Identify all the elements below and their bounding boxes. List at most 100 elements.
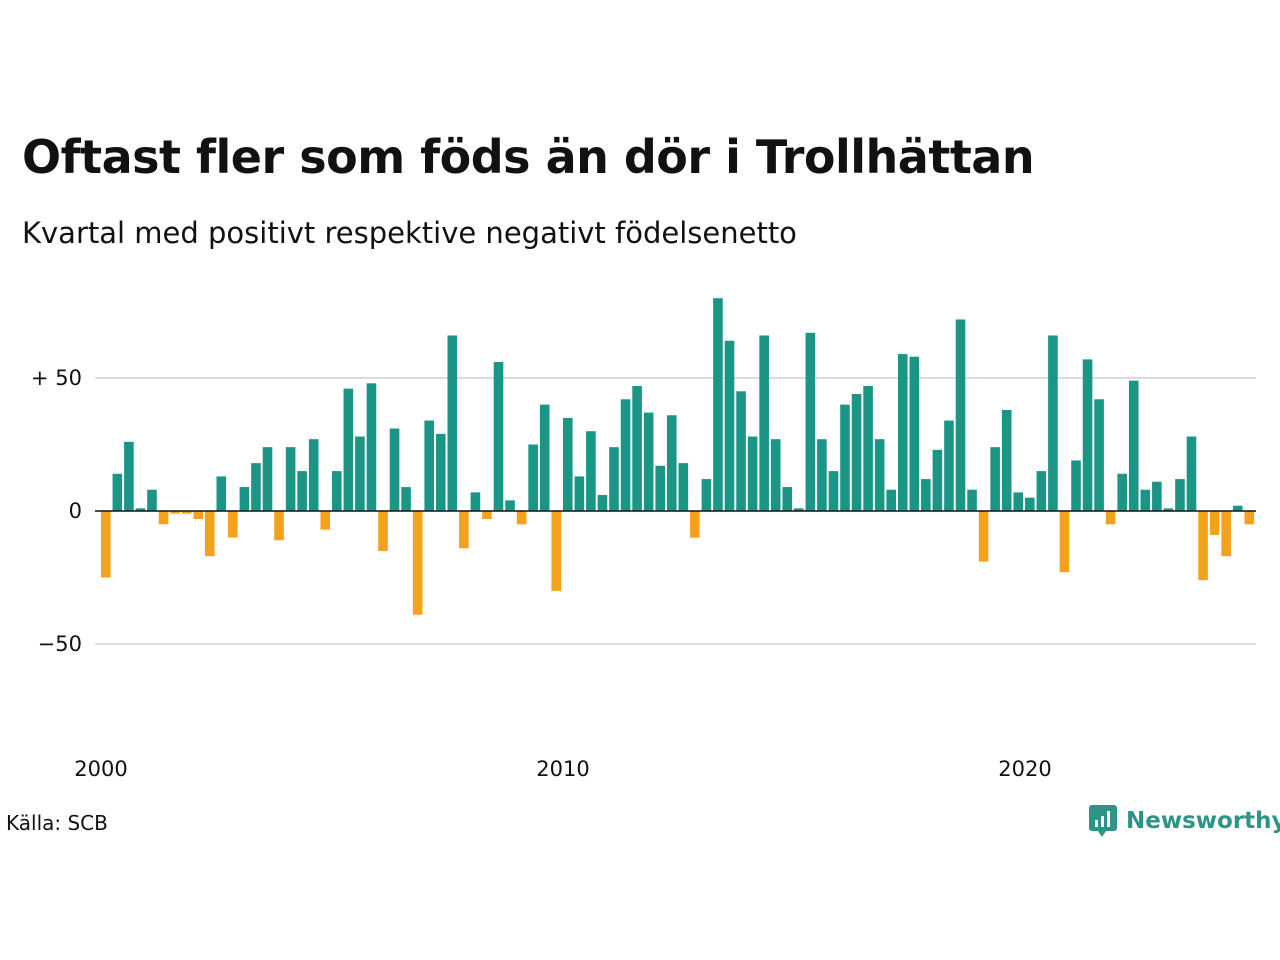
bar-2024-q1 [1209,511,1220,535]
bar-2014-q2 [759,335,769,511]
bar-2019-q1 [978,511,989,562]
bar-2022-q1 [1117,473,1127,511]
bar-2003-q1 [239,487,250,511]
bar-2015-q4 [828,471,839,511]
bar-2005-q4 [366,383,377,511]
bar-2010-q1 [563,417,573,511]
bar-2002-q3 [216,476,227,511]
bar-2018-q4 [967,489,977,511]
bar-2022-q3 [1140,489,1151,511]
x-tick-label: 2020 [998,757,1051,781]
bar-2018-q2 [944,420,954,511]
bars [101,298,1255,615]
y-tick-label: 0 [69,499,82,523]
bar-2021-q3 [1094,399,1104,511]
bar-2008-q3 [493,362,504,511]
bar-2004-q4 [320,511,331,530]
bar-2007-q1 [424,420,434,511]
bar-2007-q3 [447,335,458,511]
x-tick-label: 2000 [74,757,127,781]
chart-subtitle: Kvartal med positivt respektive negativt… [22,216,797,250]
bar-2020-q4 [1059,511,1070,573]
bar-2012-q4 [690,511,700,538]
bar-2000-q3 [124,441,134,511]
axes: + 50 0 −50 2000 2010 2020 [31,366,1256,781]
bar-2021-q1 [1071,460,1081,511]
bar-2003-q4 [274,511,284,541]
bar-2016-q4 [874,439,885,511]
bar-2004-q3 [308,439,319,511]
bar-2006-q1 [378,511,388,551]
brand-logo[interactable]: Newsworthy [1088,804,1280,838]
bar-2009-q3 [539,404,550,511]
bar-2007-q2 [435,433,446,511]
bar-2023-q4 [1198,511,1208,581]
bar-2000-q1 [101,511,111,578]
bar-2011-q3 [632,385,642,511]
bar-2012-q2 [666,415,677,511]
bar-2007-q4 [459,511,469,549]
newsworthy-logo-icon [1089,805,1117,837]
x-tick-label: 2010 [536,757,589,781]
bar-2008-q4 [505,500,515,511]
bar-2024-q4 [1244,511,1255,525]
bar-2024-q2 [1221,511,1231,557]
bar-2002-q2 [204,511,215,557]
bar-2010-q4 [597,495,608,511]
bar-2015-q2 [805,332,816,511]
bar-2015-q3 [817,439,827,511]
bar-2017-q1 [886,489,896,511]
y-tick-label: + 50 [31,366,82,390]
bar-2019-q3 [1001,409,1012,511]
bar-2016-q2 [851,393,862,511]
bar-2017-q4 [921,479,931,511]
bar-2009-q4 [551,511,562,591]
bar-2013-q2 [713,298,723,511]
bar-2022-q2 [1128,380,1139,511]
bar-2000-q4 [135,508,146,511]
bar-2018-q3 [955,319,966,511]
bar-2010-q2 [574,476,585,511]
bar-2019-q2 [990,447,1000,511]
bar-2021-q4 [1105,511,1116,525]
bar-2021-q2 [1082,359,1093,511]
bar-2009-q2 [528,444,538,511]
bar-2016-q3 [863,385,873,511]
y-tick-label: −50 [38,632,82,656]
brand-name: Newsworthy [1126,808,1280,834]
bar-2014-q1 [747,436,758,511]
bar-2002-q1 [193,511,203,519]
bar-2010-q3 [586,431,596,511]
bar-2024-q3 [1232,505,1243,511]
bar-2014-q4 [782,487,793,511]
bar-2023-q3 [1186,436,1197,511]
bar-2015-q1 [794,508,804,511]
bar-2012-q3 [678,463,689,511]
bar-2020-q3 [1048,335,1058,511]
bar-2006-q2 [389,428,400,511]
bar-2000-q2 [112,473,123,511]
bar-2013-q1 [701,479,712,511]
bar-2013-q4 [736,391,746,511]
bar-2009-q1 [516,511,527,525]
bar-2001-q1 [147,489,157,511]
bar-2017-q3 [909,356,920,511]
bar-2014-q3 [770,439,781,511]
gridlines [95,377,1256,645]
bar-2002-q4 [228,511,238,538]
bar-2003-q2 [251,463,261,511]
bar-2017-q2 [897,354,908,511]
bar-2019-q4 [1013,492,1024,511]
bar-2018-q1 [932,449,943,511]
bar-2001-q2 [158,511,169,525]
bar-2008-q2 [482,511,492,519]
bar-2011-q4 [643,412,654,511]
source-note: Källa: SCB [6,811,108,835]
bar-2006-q4 [412,511,423,615]
bar-2011-q2 [620,399,631,511]
bar-2011-q1 [609,447,619,511]
bar-2005-q3 [355,436,365,511]
bar-2001-q4 [181,511,192,514]
bar-2008-q1 [470,492,481,511]
